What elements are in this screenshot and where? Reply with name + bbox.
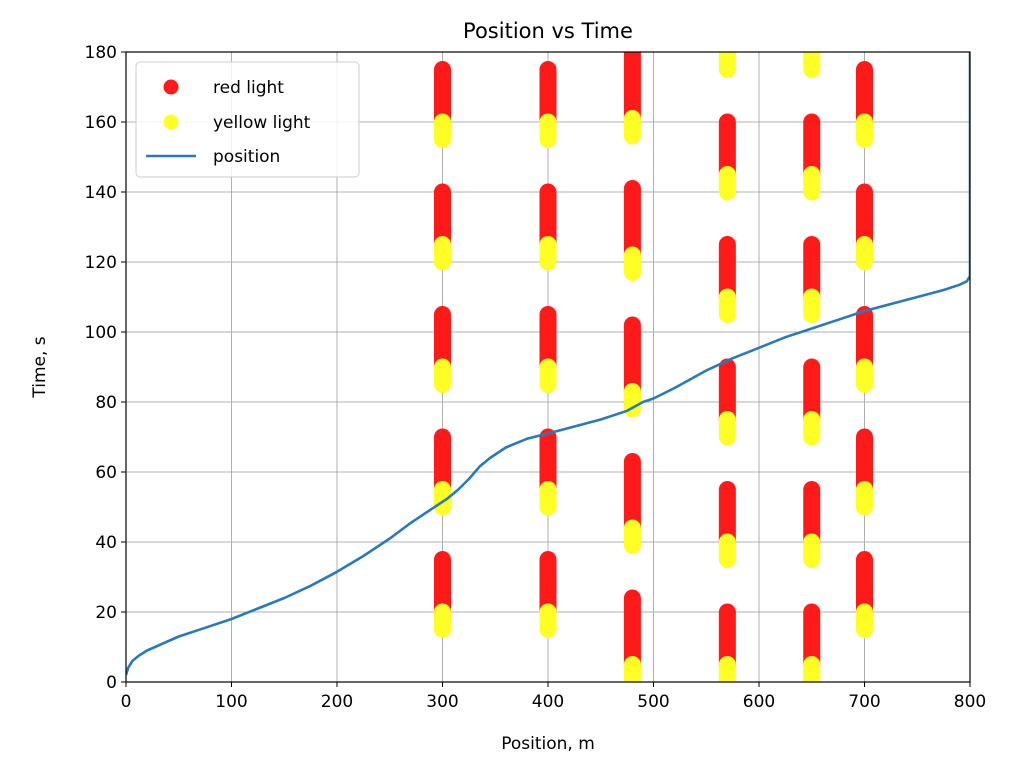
x-tick-label: 300 — [426, 692, 458, 712]
x-tick-label: 100 — [215, 692, 247, 712]
legend-position-label: position — [213, 147, 280, 167]
yellow-light-marker — [540, 114, 557, 149]
yellow-light-marker — [803, 534, 820, 569]
x-tick-label: 500 — [637, 692, 669, 712]
yellow-light-marker — [540, 359, 557, 394]
legend: red light yellow light position — [136, 62, 359, 177]
x-tick-label: 400 — [532, 692, 564, 712]
y-tick-label: 100 — [85, 323, 117, 343]
y-tick-label: 0 — [106, 673, 117, 693]
yellow-light-marker — [856, 604, 873, 639]
y-tick-label: 40 — [95, 533, 117, 553]
x-tick-label: 600 — [743, 692, 775, 712]
yellow-light-marker — [856, 481, 873, 516]
yellow-light-marker — [434, 114, 451, 149]
yellow-light-marker — [719, 411, 736, 446]
x-tick-label: 0 — [121, 692, 132, 712]
legend-red-marker — [164, 80, 179, 95]
yellow-light-marker — [540, 604, 557, 639]
yellow-light-marker — [803, 166, 820, 201]
legend-yellow-label: yellow light — [213, 113, 311, 133]
y-tick-label: 180 — [85, 43, 117, 63]
yellow-light-marker — [803, 411, 820, 446]
yellow-light-marker — [624, 110, 641, 145]
yellow-light-marker — [719, 166, 736, 201]
y-tick-label: 80 — [95, 393, 117, 413]
yellow-light-marker — [434, 236, 451, 271]
y-axis-label: Time, s — [30, 336, 50, 398]
y-tick-label: 60 — [95, 463, 117, 483]
y-tick-label: 120 — [85, 253, 117, 273]
yellow-light-marker — [540, 236, 557, 271]
yellow-light-marker — [719, 289, 736, 324]
yellow-light-marker — [719, 534, 736, 569]
yellow-light-marker — [540, 481, 557, 516]
x-tick-label: 700 — [848, 692, 880, 712]
chart-title: Position vs Time — [463, 19, 633, 43]
y-tick-label: 20 — [95, 603, 117, 623]
y-tick-label: 160 — [85, 113, 117, 133]
yellow-light-marker — [856, 114, 873, 149]
yellow-light-marker — [434, 604, 451, 639]
yellow-light-marker — [803, 289, 820, 324]
yellow-light-marker — [624, 247, 641, 282]
yellow-light-marker — [856, 236, 873, 271]
legend-red-label: red light — [213, 78, 284, 98]
yellow-light-marker — [624, 520, 641, 555]
legend-yellow-marker — [164, 115, 179, 130]
yellow-light-marker — [434, 359, 451, 394]
x-tick-label: 800 — [954, 692, 986, 712]
yellow-light-marker — [856, 359, 873, 394]
y-tick-label: 140 — [85, 183, 117, 203]
x-tick-label: 200 — [321, 692, 353, 712]
x-axis-label: Position, m — [501, 734, 595, 754]
